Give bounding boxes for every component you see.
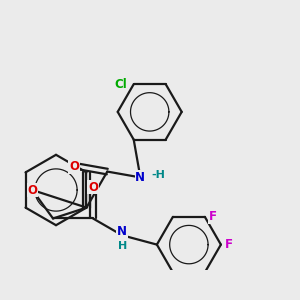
- Text: N: N: [135, 171, 146, 184]
- Text: F: F: [209, 210, 217, 224]
- Text: -H: -H: [151, 170, 165, 180]
- Text: O: O: [88, 181, 98, 194]
- Text: F: F: [225, 238, 233, 251]
- Text: H: H: [118, 241, 128, 251]
- Text: O: O: [27, 184, 37, 196]
- Text: N: N: [117, 225, 127, 238]
- Text: O: O: [69, 160, 79, 173]
- Text: Cl: Cl: [115, 78, 127, 91]
